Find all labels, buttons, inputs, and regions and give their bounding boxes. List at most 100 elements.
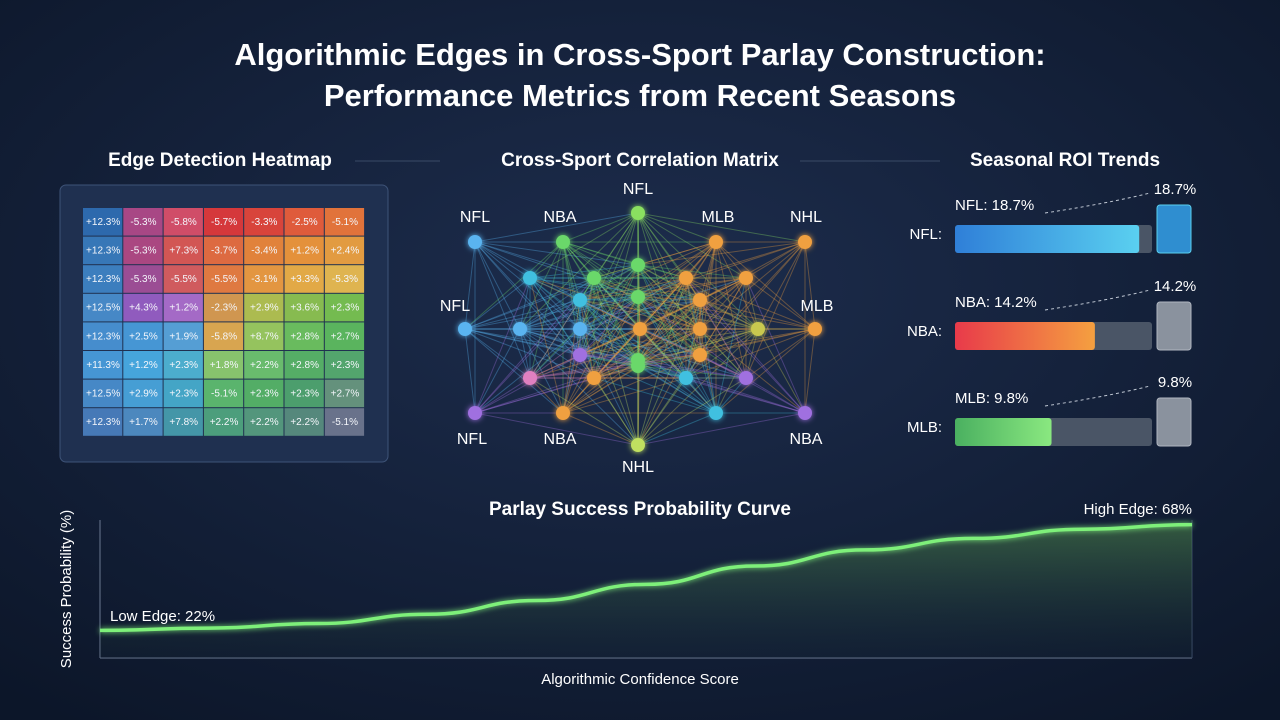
network-edge bbox=[562, 377, 595, 414]
network-edge bbox=[474, 377, 531, 414]
heatmap-cell bbox=[284, 208, 324, 236]
heatmap-cell bbox=[324, 408, 365, 436]
network-edge bbox=[685, 277, 717, 414]
network-node bbox=[573, 293, 587, 307]
cell-label: -5.3% bbox=[130, 274, 156, 285]
bar bbox=[955, 418, 1052, 446]
network-edge bbox=[529, 354, 581, 379]
network-edge bbox=[715, 241, 747, 279]
network-edge bbox=[529, 264, 639, 379]
network-edge bbox=[562, 241, 639, 361]
cell-label: +1.9% bbox=[169, 331, 198, 342]
network-edge bbox=[699, 328, 717, 414]
heatmap-cell bbox=[203, 379, 244, 408]
bar-label: MLB: 9.8% bbox=[955, 390, 1028, 407]
cell-label: +2.5% bbox=[129, 331, 158, 342]
network-edge bbox=[685, 377, 717, 414]
network-edge bbox=[637, 328, 759, 446]
network-edge bbox=[474, 212, 639, 243]
cell-label: +12.3% bbox=[86, 217, 120, 228]
network-edge bbox=[519, 299, 581, 330]
value-label: 18.7% bbox=[1154, 181, 1197, 198]
network-edge bbox=[579, 296, 639, 356]
cell-label: -5.5% bbox=[211, 274, 237, 285]
network-edge bbox=[579, 328, 687, 379]
network-edge bbox=[685, 277, 759, 330]
network-edge bbox=[699, 354, 747, 379]
network-edge bbox=[637, 241, 717, 266]
network-edge bbox=[579, 328, 717, 414]
heatmap-cell bbox=[324, 322, 365, 350]
network: NFL NFL NBA MLB NHL NFL MLB NFL NBA NBA NHL bbox=[440, 181, 834, 476]
network-edge bbox=[699, 277, 747, 356]
network-edge bbox=[804, 328, 816, 414]
network-edge bbox=[519, 299, 701, 330]
network-edge bbox=[757, 328, 806, 414]
network-edge bbox=[685, 277, 701, 330]
network-edge bbox=[593, 277, 701, 356]
bar-side bbox=[1156, 204, 1192, 254]
heatmap-cell bbox=[123, 379, 163, 408]
network-edge bbox=[562, 212, 639, 243]
heatmap-cell bbox=[123, 208, 163, 236]
network-edge bbox=[579, 212, 639, 301]
network-edge bbox=[715, 241, 816, 330]
network-edge bbox=[519, 241, 564, 330]
network-edge bbox=[699, 299, 806, 414]
network-edge bbox=[685, 328, 759, 379]
network-edge bbox=[529, 377, 639, 446]
network-edge bbox=[519, 277, 687, 330]
network-node bbox=[633, 322, 647, 336]
network-edge bbox=[637, 241, 717, 361]
heatmap-cell bbox=[83, 236, 123, 265]
chart-title: Parlay Success Probability Curve bbox=[489, 499, 791, 520]
heatmap-cell bbox=[324, 208, 365, 236]
network-edge bbox=[529, 328, 581, 379]
network-edge bbox=[593, 264, 639, 279]
cell-label: -3.7% bbox=[211, 246, 237, 257]
heatmap-cell bbox=[83, 293, 123, 322]
network-edge bbox=[685, 328, 816, 379]
network-node bbox=[709, 235, 723, 249]
network-node bbox=[751, 322, 765, 336]
network-edge bbox=[579, 328, 641, 356]
node-label: MLB bbox=[702, 209, 735, 226]
network-edge bbox=[699, 299, 816, 330]
network-edge bbox=[715, 277, 747, 414]
network-edge bbox=[579, 277, 595, 356]
network-edge bbox=[579, 328, 759, 356]
node-label: NFL bbox=[440, 298, 470, 315]
network-edge bbox=[579, 299, 701, 330]
node-label: NHL bbox=[790, 209, 822, 226]
cell-label: +2.8% bbox=[290, 331, 319, 342]
network-edge bbox=[464, 328, 531, 379]
network-edge bbox=[562, 377, 687, 414]
network-edge bbox=[562, 328, 641, 414]
heatmap-cell bbox=[284, 293, 324, 322]
network-edge bbox=[637, 212, 687, 379]
network-edge bbox=[637, 277, 747, 367]
network-edge bbox=[699, 241, 806, 330]
network-edge bbox=[637, 299, 701, 367]
section-title: Seasonal ROI Trends bbox=[970, 150, 1160, 171]
heatmap-cell bbox=[324, 236, 365, 265]
heatmap-cell bbox=[123, 322, 163, 350]
heatmap-cell bbox=[244, 265, 284, 293]
network-edge bbox=[529, 241, 564, 379]
network-edge bbox=[593, 296, 639, 379]
network-edge bbox=[637, 328, 816, 367]
network-edge bbox=[637, 212, 747, 279]
network-edge bbox=[579, 277, 595, 330]
network-edge bbox=[685, 377, 806, 414]
network-edge bbox=[579, 299, 639, 367]
cell-label: -5.5% bbox=[171, 274, 197, 285]
cell-label: +2.7% bbox=[331, 331, 360, 342]
network-node bbox=[679, 271, 693, 285]
network-edge bbox=[519, 328, 564, 414]
cell-label: +2.3% bbox=[250, 389, 279, 400]
heatmap-cell bbox=[163, 293, 203, 322]
network-edge bbox=[579, 328, 701, 356]
cell-label: +2.3% bbox=[290, 389, 319, 400]
heatmap-cell bbox=[284, 408, 324, 436]
network-edge bbox=[562, 354, 701, 414]
